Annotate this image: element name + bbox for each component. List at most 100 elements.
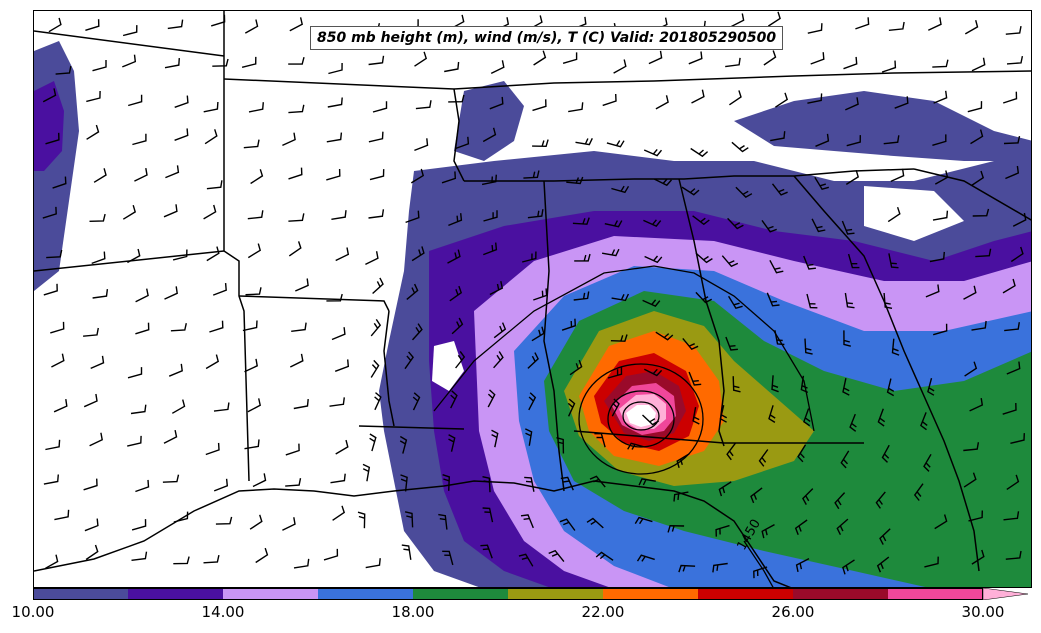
wind-barb <box>92 289 109 299</box>
wind-barb <box>575 137 593 146</box>
colorbar-segment <box>698 588 793 600</box>
wind-barb <box>127 248 141 264</box>
wind-barb <box>43 474 59 485</box>
wind-barb <box>726 442 737 461</box>
wind-barb <box>523 170 540 179</box>
wind-barb <box>331 210 347 220</box>
wind-barb <box>1002 278 1016 294</box>
wind-barb <box>401 544 412 560</box>
wind-barb <box>611 398 620 417</box>
wind-barb <box>1006 474 1020 490</box>
wind-barb <box>643 219 662 227</box>
wind-barb <box>368 209 385 219</box>
wind-barb <box>971 549 985 565</box>
wind-barb <box>127 435 142 447</box>
wind-barb <box>167 19 184 30</box>
colorbar-tick-label: 10.00 <box>11 603 55 621</box>
wind-barb <box>46 249 63 259</box>
wind-barb <box>638 478 656 486</box>
wind-barb <box>567 398 576 417</box>
wind-barb <box>927 378 935 396</box>
wind-barb <box>442 474 451 491</box>
wind-barb <box>548 549 565 563</box>
colorbar-segment <box>793 588 888 600</box>
wind-barb <box>1006 55 1024 65</box>
wind-barb <box>815 133 830 147</box>
wind-barb <box>527 209 544 219</box>
wind-barb <box>595 551 614 561</box>
wind-barb <box>174 95 189 108</box>
wind-barb <box>92 60 107 72</box>
wind-barb <box>135 322 150 335</box>
wind-barb <box>1012 212 1027 227</box>
wind-barb <box>725 336 738 351</box>
wind-barb <box>210 14 226 27</box>
wind-barb <box>489 96 504 110</box>
wind-barb <box>241 56 257 68</box>
wind-barb <box>1002 91 1018 104</box>
wind-barb <box>648 50 663 65</box>
wind-barb <box>374 392 382 411</box>
wind-barb <box>247 398 261 413</box>
wind-barb <box>131 551 148 561</box>
wind-barb <box>128 94 143 107</box>
wind-barb <box>209 320 224 333</box>
wind-barb <box>205 354 220 370</box>
wind-barb <box>727 217 744 230</box>
wind-barb <box>493 351 504 369</box>
wind-barb <box>971 57 986 72</box>
colorbar-segment <box>318 588 413 600</box>
wind-barb <box>876 556 890 573</box>
wind-barb <box>681 186 700 196</box>
wind-barb <box>695 252 713 264</box>
wind-barb <box>55 65 72 75</box>
wind-barb <box>721 255 739 268</box>
wind-barb <box>932 59 949 68</box>
wind-barb <box>203 204 217 220</box>
wind-barb <box>970 129 984 145</box>
wind-barb <box>572 217 590 225</box>
wind-barb <box>132 133 147 146</box>
wind-barb <box>688 371 702 386</box>
wind-barb <box>487 389 496 408</box>
wind-barb <box>925 284 940 298</box>
wind-barb <box>814 176 829 191</box>
wind-barb <box>447 249 461 264</box>
wind-barb <box>204 129 218 145</box>
wind-barb <box>1004 322 1020 332</box>
wind-barb <box>725 57 741 68</box>
wind-barb <box>842 378 850 396</box>
map-panel: 1450 850 mb height (m), wind (m/s), T (C… <box>33 10 1032 588</box>
wind-barb <box>766 292 780 307</box>
wind-barb <box>676 453 690 468</box>
wind-barb <box>522 251 537 263</box>
wind-barb <box>735 186 753 198</box>
wind-barb <box>933 323 948 336</box>
height-contours <box>433 265 815 587</box>
wind-barb <box>131 519 147 531</box>
wind-barb <box>86 90 101 103</box>
wind-barb <box>971 170 985 187</box>
wind-barb <box>330 473 346 484</box>
wind-barb <box>836 518 849 536</box>
wind-barb <box>627 442 645 450</box>
wind-barb <box>520 514 534 529</box>
wind-barb <box>288 241 302 257</box>
wind-barb <box>288 213 305 222</box>
wind-barb <box>811 218 826 233</box>
wind-barb <box>1010 433 1025 444</box>
wind-barb <box>881 60 897 73</box>
wind-barb <box>291 322 307 332</box>
fill-gap-2 <box>864 186 964 241</box>
wind-speed-fill <box>34 41 1031 587</box>
wind-barb <box>249 514 263 530</box>
wind-barb <box>295 278 309 292</box>
wind-barb <box>412 392 421 411</box>
wind-barb <box>1006 361 1021 375</box>
wind-barb <box>644 255 663 264</box>
wind-barb <box>731 141 749 153</box>
wind-barb <box>90 355 105 370</box>
wind-barb <box>634 516 653 525</box>
wind-barb <box>444 61 460 73</box>
wind-barb <box>50 321 65 334</box>
